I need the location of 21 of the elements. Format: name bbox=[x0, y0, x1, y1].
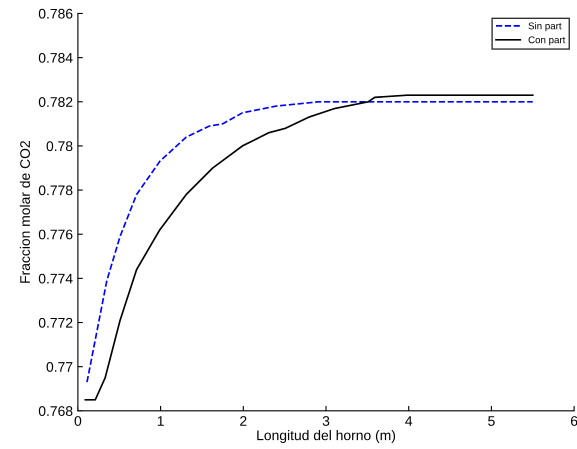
legend-label: Sin part bbox=[528, 22, 562, 32]
y-tick-label: 0.772 bbox=[38, 318, 72, 328]
y-tick-label: 0.786 bbox=[38, 8, 72, 19]
y-tick-label: 0.768 bbox=[38, 406, 72, 416]
x-tick-label: 4 bbox=[405, 416, 412, 426]
x-tick-label: 2 bbox=[240, 416, 246, 426]
y-tick-label: 0.78 bbox=[46, 141, 72, 152]
x-axis-title: Longitud del horno (m) bbox=[257, 430, 396, 443]
y-tick-label: 0.784 bbox=[38, 52, 73, 63]
x-tick-label: 6 bbox=[570, 416, 577, 426]
y-tick-label: 0.77 bbox=[46, 362, 72, 372]
y-tick-label: 0.776 bbox=[38, 230, 72, 240]
y-tick-label: 0.774 bbox=[38, 274, 73, 284]
x-tick-label: 0 bbox=[74, 416, 82, 426]
y-axis-title: Fraccion molar de CO2 bbox=[20, 141, 30, 283]
legend-label: Con part bbox=[528, 36, 566, 46]
x-tick-label: 1 bbox=[158, 416, 164, 426]
x-tick-label: 3 bbox=[322, 416, 330, 426]
y-tick-label: 0.778 bbox=[38, 185, 72, 196]
y-tick-label: 0.782 bbox=[38, 97, 72, 107]
x-tick-label: 5 bbox=[488, 416, 495, 426]
